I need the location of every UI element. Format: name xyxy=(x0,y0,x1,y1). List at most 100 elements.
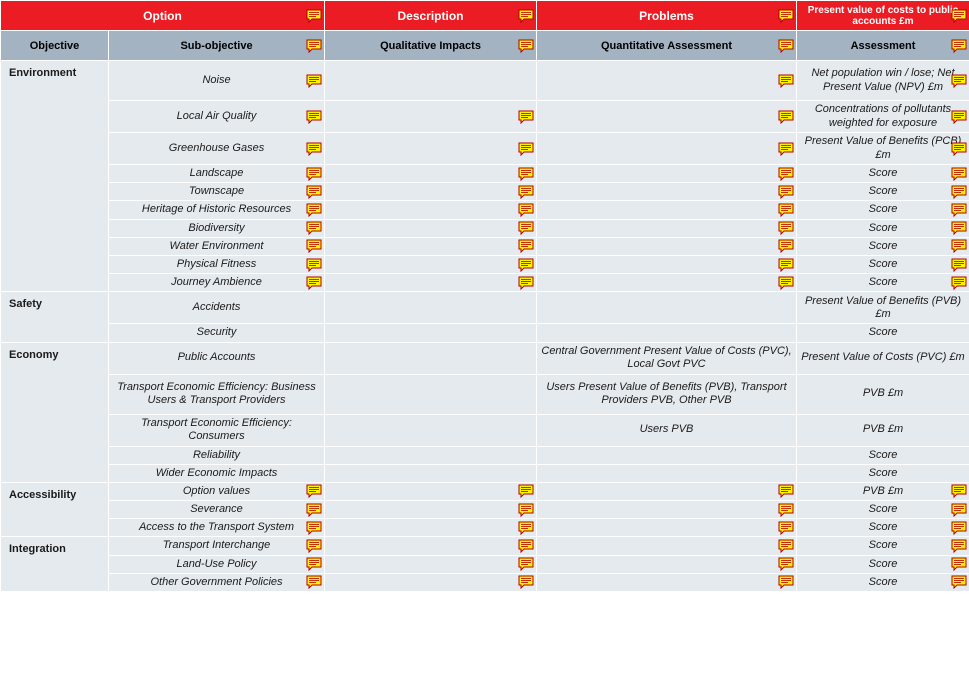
qualitative-cell xyxy=(325,61,537,101)
qualitative-cell xyxy=(325,255,537,273)
comment-icon xyxy=(518,575,534,589)
comment-icon xyxy=(518,521,534,535)
qualitative-cell xyxy=(325,482,537,500)
qualitative-cell xyxy=(325,519,537,537)
comment-icon xyxy=(306,203,322,217)
quantitative-cell: Central Government Present Value of Cost… xyxy=(537,342,797,374)
subobjective-cell: Land-Use Policy xyxy=(109,555,325,573)
comment-icon xyxy=(518,221,534,235)
hdr-subobjective: Sub-objective xyxy=(109,31,325,61)
quantitative-cell xyxy=(537,292,797,324)
quantitative-cell xyxy=(537,537,797,555)
subobjective-cell: Heritage of Historic Resources xyxy=(109,201,325,219)
hdr-objective: Objective xyxy=(1,31,109,61)
comment-icon xyxy=(306,239,322,253)
comment-icon xyxy=(778,74,794,88)
comment-icon xyxy=(306,258,322,272)
assessment-cell: Score xyxy=(797,255,969,273)
appraisal-table: OptionDescriptionProblemsPresent value o… xyxy=(0,0,969,592)
table-row: Journey Ambience Score xyxy=(1,274,969,292)
comment-icon xyxy=(778,521,794,535)
quantitative-cell xyxy=(537,324,797,342)
table-row: Landscape Score xyxy=(1,165,969,183)
table-row: EconomyPublic AccountsCentral Government… xyxy=(1,342,969,374)
comment-icon xyxy=(518,484,534,498)
comment-icon xyxy=(306,503,322,517)
hdr-option: Option xyxy=(1,1,325,31)
comment-icon xyxy=(518,276,534,290)
table-row: Water EnvironmentScore xyxy=(1,237,969,255)
subobjective-cell: Transport Economic Efficiency: Business … xyxy=(109,374,325,414)
quantitative-cell xyxy=(537,183,797,201)
assessment-cell: Score xyxy=(797,183,969,201)
qualitative-cell xyxy=(325,374,537,414)
comment-icon xyxy=(778,185,794,199)
qualitative-cell xyxy=(325,183,537,201)
subobjective-cell: Local Air Quality xyxy=(109,101,325,133)
comment-icon xyxy=(951,557,967,571)
comment-icon xyxy=(306,557,322,571)
comment-icon xyxy=(518,239,534,253)
qualitative-cell xyxy=(325,133,537,165)
comment-icon xyxy=(778,258,794,272)
qualitative-cell xyxy=(325,342,537,374)
table-row: Physical FitnessScore xyxy=(1,255,969,273)
assessment-cell: Concentrations of pollutants weighted fo… xyxy=(797,101,969,133)
qualitative-cell xyxy=(325,414,537,446)
comment-icon xyxy=(518,258,534,272)
assessment-cell: PVB £m xyxy=(797,482,969,500)
assessment-cell: PVB £m xyxy=(797,374,969,414)
qualitative-cell xyxy=(325,101,537,133)
comment-icon xyxy=(306,276,322,290)
assessment-cell: Score xyxy=(797,519,969,537)
subobjective-cell: Noise xyxy=(109,61,325,101)
comment-icon xyxy=(518,539,534,553)
assessment-cell: Score xyxy=(797,274,969,292)
quantitative-cell xyxy=(537,219,797,237)
comment-icon xyxy=(518,9,534,23)
assessment-cell: Score xyxy=(797,219,969,237)
subobjective-cell: Water Environment xyxy=(109,237,325,255)
comment-icon xyxy=(778,239,794,253)
comment-icon xyxy=(518,557,534,571)
comment-icon xyxy=(306,110,322,124)
comment-icon xyxy=(518,39,534,53)
comment-icon xyxy=(951,74,967,88)
hdr-quantitative: Quantitative Assessment xyxy=(537,31,797,61)
assessment-cell: Score xyxy=(797,555,969,573)
comment-icon xyxy=(951,167,967,181)
quantitative-cell xyxy=(537,165,797,183)
hdr-problems: Problems xyxy=(537,1,797,31)
qualitative-cell xyxy=(325,537,537,555)
qualitative-cell xyxy=(325,165,537,183)
quantitative-cell xyxy=(537,464,797,482)
subobjective-cell: Security xyxy=(109,324,325,342)
comment-icon xyxy=(778,539,794,553)
comment-icon xyxy=(778,167,794,181)
assessment-cell: Score xyxy=(797,165,969,183)
table-row: TownscapeScore xyxy=(1,183,969,201)
table-row: ReliabilityScore xyxy=(1,446,969,464)
table-row: Greenhouse GasesPresent Value of Benefit… xyxy=(1,133,969,165)
quantitative-cell xyxy=(537,501,797,519)
subobjective-cell: Journey Ambience xyxy=(109,274,325,292)
table-row: BiodiversityScore xyxy=(1,219,969,237)
qualitative-cell xyxy=(325,274,537,292)
qualitative-cell xyxy=(325,446,537,464)
table-row: Transport Economic Efficiency: Consumers… xyxy=(1,414,969,446)
table-row: Heritage of Historic ResourcesScore xyxy=(1,201,969,219)
subobjective-cell: Transport Economic Efficiency: Consumers xyxy=(109,414,325,446)
table-row: AccessibilityOption valuesPVB £m xyxy=(1,482,969,500)
comment-icon xyxy=(951,239,967,253)
qualitative-cell xyxy=(325,324,537,342)
quantitative-cell xyxy=(537,519,797,537)
subobjective-cell: Reliability xyxy=(109,446,325,464)
comment-icon xyxy=(951,39,967,53)
subobjective-cell: Landscape xyxy=(109,165,325,183)
qualitative-cell xyxy=(325,464,537,482)
hdr-assessment: Assessment xyxy=(797,31,969,61)
quantitative-cell xyxy=(537,237,797,255)
qualitative-cell xyxy=(325,501,537,519)
comment-icon xyxy=(306,575,322,589)
comment-icon xyxy=(306,221,322,235)
